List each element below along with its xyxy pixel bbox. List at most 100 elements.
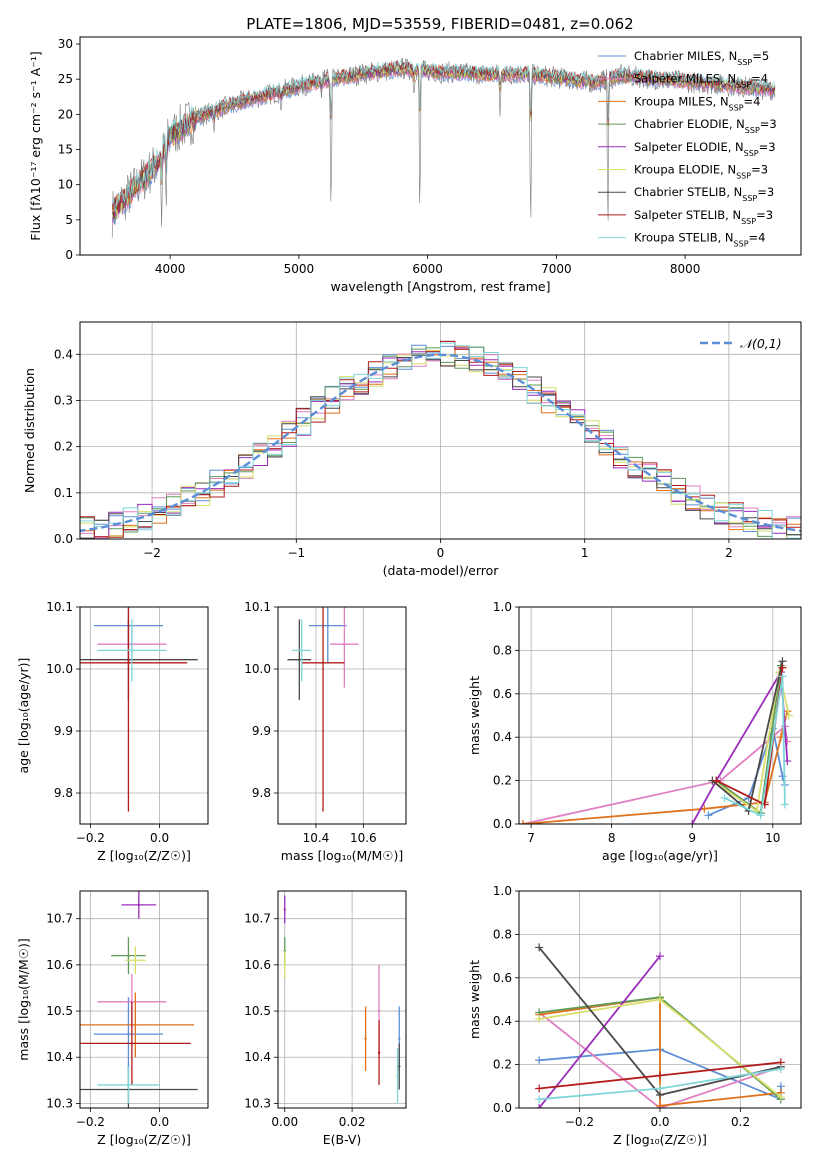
tick-label-x: −0.2 [76,1115,105,1129]
marker-plus [704,811,713,820]
tick-label-y: 10.3 [46,1096,73,1110]
marker-plus [535,943,544,952]
axis-label-x: Z [log₁₀(Z/Z☉)] [97,1132,191,1147]
axis-label-x: wavelength [Angstrom, rest frame] [330,279,550,294]
data-point [283,963,286,967]
legend-label: Kroupa STELIB, NSSP=4 [634,231,765,249]
marker-plus [783,737,792,746]
marker-plus [535,1015,544,1024]
data-point [138,572,140,574]
axes-frame [79,36,802,256]
data-point [127,578,129,580]
tick-label-y: 0.2 [493,1058,512,1072]
marker-plus [784,711,793,720]
axes-frame [79,890,209,1109]
tick-label-y: 0.8 [493,927,512,941]
data-point [283,908,286,911]
legend-label: Chabrier STELIB, NSSP=3 [634,185,774,203]
tick-label-y: 0.4 [54,347,73,361]
legend-label: 𝒩(0,1) [740,336,782,351]
tick-label-y: 10 [58,178,73,192]
axis-label-y: mass [log₁₀(M/M☉)] [16,938,31,1060]
data-point [130,1042,134,1045]
legend-label: Salpeter ELODIE, NSSP=3 [634,140,776,158]
marker-plus [519,820,528,824]
panel-mass_weight_vs_Z: −0.2 0.0 0.2 0.0 0.2 0.4 0.6 0.8 1.0 Z [log₁₀(Z/Z… [467,884,802,1147]
plot-area [111,57,776,238]
data-point [127,1083,130,1087]
data-point [127,954,130,957]
legend-label: Chabrier ELODIE, NSSP=3 [634,117,777,135]
tick-label-y: 30 [58,37,73,51]
plot-area [535,943,785,1108]
axis-label-x: Z [log₁₀(Z/Z☉)] [97,848,191,863]
tick-label-y: 0.6 [493,971,512,985]
axes-frame [518,890,802,1109]
data-point [396,1074,399,1077]
data-point [298,658,301,661]
axes-frame [79,321,802,540]
data-point [130,649,134,652]
plot-area [519,657,793,824]
tick-label-y: 10.0 [46,662,73,676]
tick-label-y: 10.7 [46,912,73,926]
legend-label: Salpeter MILES, NSSP=4 [634,72,768,90]
legend-label: Chabrier MILES, NSSP=5 [634,49,769,67]
tick-label-y: 9.9 [54,724,73,738]
tick-label-y: 0.3 [54,393,73,407]
legend-label: Kroupa MILES, NSSP=4 [634,94,760,112]
tick-label-x: −0.2 [565,1115,594,1129]
marker-plus [656,995,664,1004]
plot-area [283,895,401,1104]
tick-label-y: 1.0 [493,600,512,614]
data-point [377,1051,381,1054]
data-point [134,575,136,577]
plot-area [80,340,801,539]
data-point [127,1032,130,1036]
tick-label-x: 4000 [155,262,186,276]
panel-age_vs_mass: 10.4 10.6 9.8 9.9 10.0 10.1 mass [log₁₀(M/M☉)] [244,578,407,863]
tick-label-y: 10.0 [244,662,271,676]
tick-label-x: 5000 [284,262,315,276]
tick-label-y: 10.7 [244,912,271,926]
marker-plus [756,811,765,820]
mass-weight-line [538,955,661,1108]
axis-label-x: mass [log₁₀(M/M☉)] [281,848,403,863]
legend-label: Salpeter STELIB, NSSP=3 [634,208,773,226]
tick-label-y: 10.1 [46,600,73,614]
data-point [127,661,130,664]
histogram-kroupa-stelib [80,342,801,539]
axis-label-x: age [log₁₀(age/yr)] [602,848,718,863]
tick-label-x: 0.0 [650,1115,669,1129]
axis-label-x: (data-model)/error [383,563,500,578]
panel-residual_histogram: −2 −1 0 1 2 0.0 0.1 0.2 0.3 0.4 (data-model)/error… [22,321,802,578]
marker-plus [776,1064,785,1073]
data-point [398,1037,401,1040]
axes-frame [277,606,407,825]
data-point [134,959,137,962]
mass-weight-line [538,1011,782,1108]
panel-mass_vs_EBV: 0.00 0.02 10.3 10.4 10.5 10.6 10.7 E(B-V) [244,890,407,1147]
tick-label-x: 0.02 [339,1115,366,1129]
tick-label-y: 0.1 [54,486,73,500]
marker-plus [656,952,664,961]
axes-frame [518,606,802,825]
tick-label-y: 10.5 [46,1004,73,1018]
tick-label-x: −2 [143,546,161,560]
marker-plus [688,820,697,824]
marker-plus [656,1084,664,1093]
panel-mass_weight_vs_age: 7 8 9 10 0.0 0.2 0.4 0.6 0.8 1.0 age [log₁₀(age/yr… [467,600,802,863]
axis-label-y: Flux [fλ10⁻¹⁷ erg cm⁻² s⁻¹ A⁻¹] [28,51,43,240]
tick-label-y: 10.5 [244,1004,271,1018]
data-point [331,578,333,580]
marker-plus [712,776,721,785]
tick-label-x: 8 [608,831,616,845]
axes-frame [79,606,209,825]
marker-plus [535,1084,544,1093]
tick-label-x: 7000 [541,262,572,276]
tick-label-y: 10.1 [244,600,271,614]
tick-label-x: 0.00 [271,1115,298,1129]
marker-plus [535,1095,544,1104]
tick-label-y: 10.6 [244,958,271,972]
